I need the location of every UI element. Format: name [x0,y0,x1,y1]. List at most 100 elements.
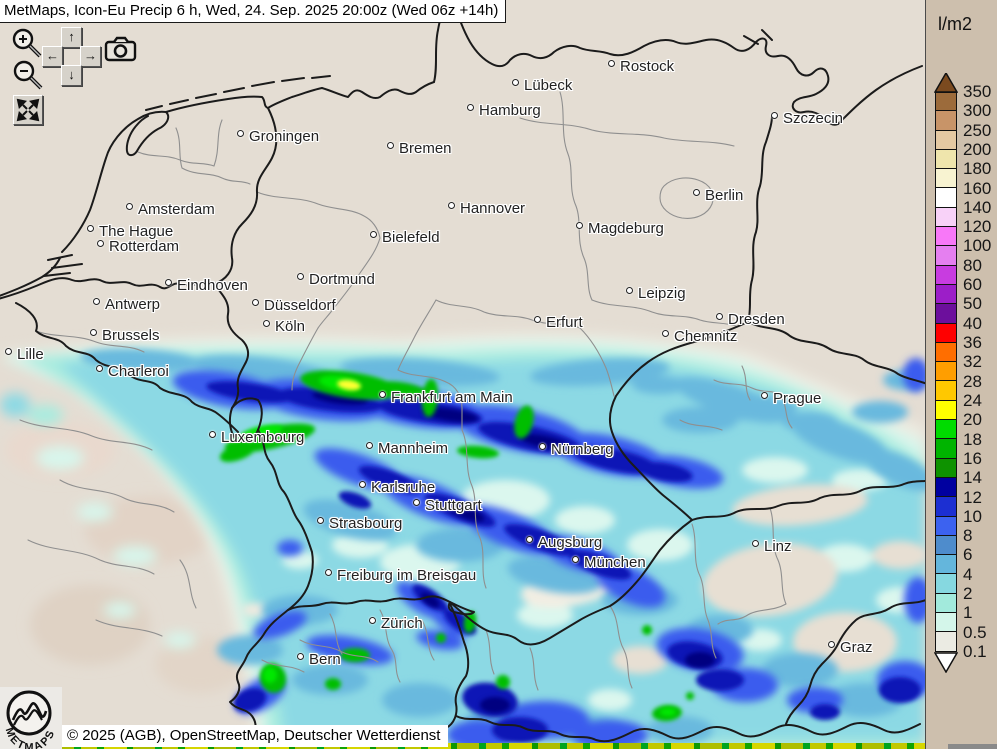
city-label-eindhoven: Eindhoven [165,277,248,294]
city-marker-icon [693,189,700,196]
city-marker-icon [369,617,376,624]
magnifier-plus-icon [12,28,42,58]
legend-value-label: 16 [963,448,982,468]
city-marker-icon [297,273,304,280]
legend-color-box [935,439,957,459]
city-name: Mannheim [378,440,449,457]
city-name: Eindhoven [177,277,248,294]
legend-color-box [935,613,957,633]
city-marker-icon [413,499,420,506]
city-marker-icon [387,142,394,149]
city-marker-icon [93,298,100,305]
expand-arrows-icon [16,98,40,122]
city-name: Lille [17,346,44,363]
city-marker-icon [359,481,366,488]
city-name: Strasbourg [329,515,403,532]
legend-value-label: 80 [963,255,982,275]
pan-right-button[interactable]: → [80,46,101,67]
zoom-out-button[interactable] [11,58,45,92]
city-label-leipzig: Leipzig [626,285,686,302]
city-name: Chemnitz [674,328,738,345]
legend-value-label: 50 [963,294,982,314]
camera-icon [104,36,137,62]
city-name: Augsburg [538,534,603,551]
city-marker-icon [165,279,172,286]
legend-value-label: 250 [963,120,992,140]
title-bar: MetMaps, Icon-Eu Precip 6 h, Wed, 24. Se… [0,0,507,23]
city-name: Leipzig [638,285,686,302]
pan-up-button[interactable]: ↑ [61,27,82,48]
city-marker-icon [572,556,579,563]
legend-color-box [935,362,957,382]
weather-map[interactable]: Lübeck Rostock Szczecin Hamburg Bremen Gronin… [0,0,925,749]
fullscreen-button[interactable] [13,95,43,125]
city-label-magdeburg: Magdeburg [576,220,664,237]
legend-color-box [935,458,957,478]
city-name: Bern [309,651,341,668]
city-marker-icon [263,320,270,327]
legend-value-label: 20 [963,410,982,430]
city-marker-icon [126,203,133,210]
legend-color-box [935,246,957,266]
city-marker-icon [539,443,546,450]
map-canvas [0,0,925,749]
agb-link[interactable]: AGB [124,727,157,744]
pan-down-button[interactable]: ↓ [61,65,82,86]
legend-color-box [935,304,957,324]
legend-below-min-triangle [934,652,958,673]
city-marker-icon [761,392,768,399]
city-marker-icon [97,240,104,247]
city-label-stuttgart: Stuttgart [413,497,482,514]
city-label-bielefeld: Bielefeld [370,229,440,246]
city-marker-icon [828,641,835,648]
pan-left-button[interactable]: ← [42,46,63,67]
legend-value-label: 300 [963,101,992,121]
city-label-erfurt: Erfurt [534,314,583,331]
city-marker-icon [209,431,216,438]
legend-value-label: 36 [963,333,982,353]
city-marker-icon [626,287,633,294]
legend-value-label: 0.5 [963,622,987,642]
city-marker-icon [87,225,94,232]
city-name: Hamburg [479,102,541,119]
legend-color-box [935,265,957,285]
city-marker-icon [608,60,615,67]
city-marker-icon [370,231,377,238]
city-label-hamburg: Hamburg [467,102,541,119]
city-label-karlsruhe: Karlsruhe [359,479,435,496]
city-marker-icon [96,365,103,372]
city-label-szczecin: Szczecin [771,110,843,127]
city-name: Dortmund [309,271,375,288]
city-label-linz: Linz [752,538,792,555]
legend-above-max-triangle [934,73,958,93]
city-marker-icon [512,79,519,86]
city-name: Nürnberg [551,441,614,458]
bottom-right-bar [948,744,997,749]
legend-color-box [935,400,957,421]
city-label-graz: Graz [828,639,873,656]
city-name: Graz [840,639,873,656]
precipitation-layer [0,332,925,749]
city-marker-icon [771,112,778,119]
country-borders-layer [0,0,925,743]
legend-value-label: 350 [963,82,992,101]
city-label-chemnitz: Chemnitz [662,328,737,345]
city-label-amsterdam: Amsterdam [126,201,215,218]
city-name: Magdeburg [588,220,664,237]
snapshot-button[interactable] [104,36,138,62]
city-name: Düsseldorf [264,297,336,314]
legend-value-label: 200 [963,139,992,159]
city-label-antwerp: Antwerp [93,296,160,313]
legend-color-box [935,169,957,189]
copyright-text-suffix: ), OpenStreetMap, Deutscher Wetterdienst [156,727,441,744]
legend-color-box [935,574,957,594]
zoom-in-button[interactable] [10,26,44,60]
city-marker-icon [752,540,759,547]
city-name: Freiburg im Breisgau [337,567,477,584]
city-name: Brussels [102,327,160,344]
city-label-charleroi: Charleroi [96,363,169,380]
city-label-frankfurt-am-main: Frankfurt am Main [379,389,513,406]
city-name: Frankfurt am Main [391,389,513,406]
legend-color-box [935,207,957,228]
